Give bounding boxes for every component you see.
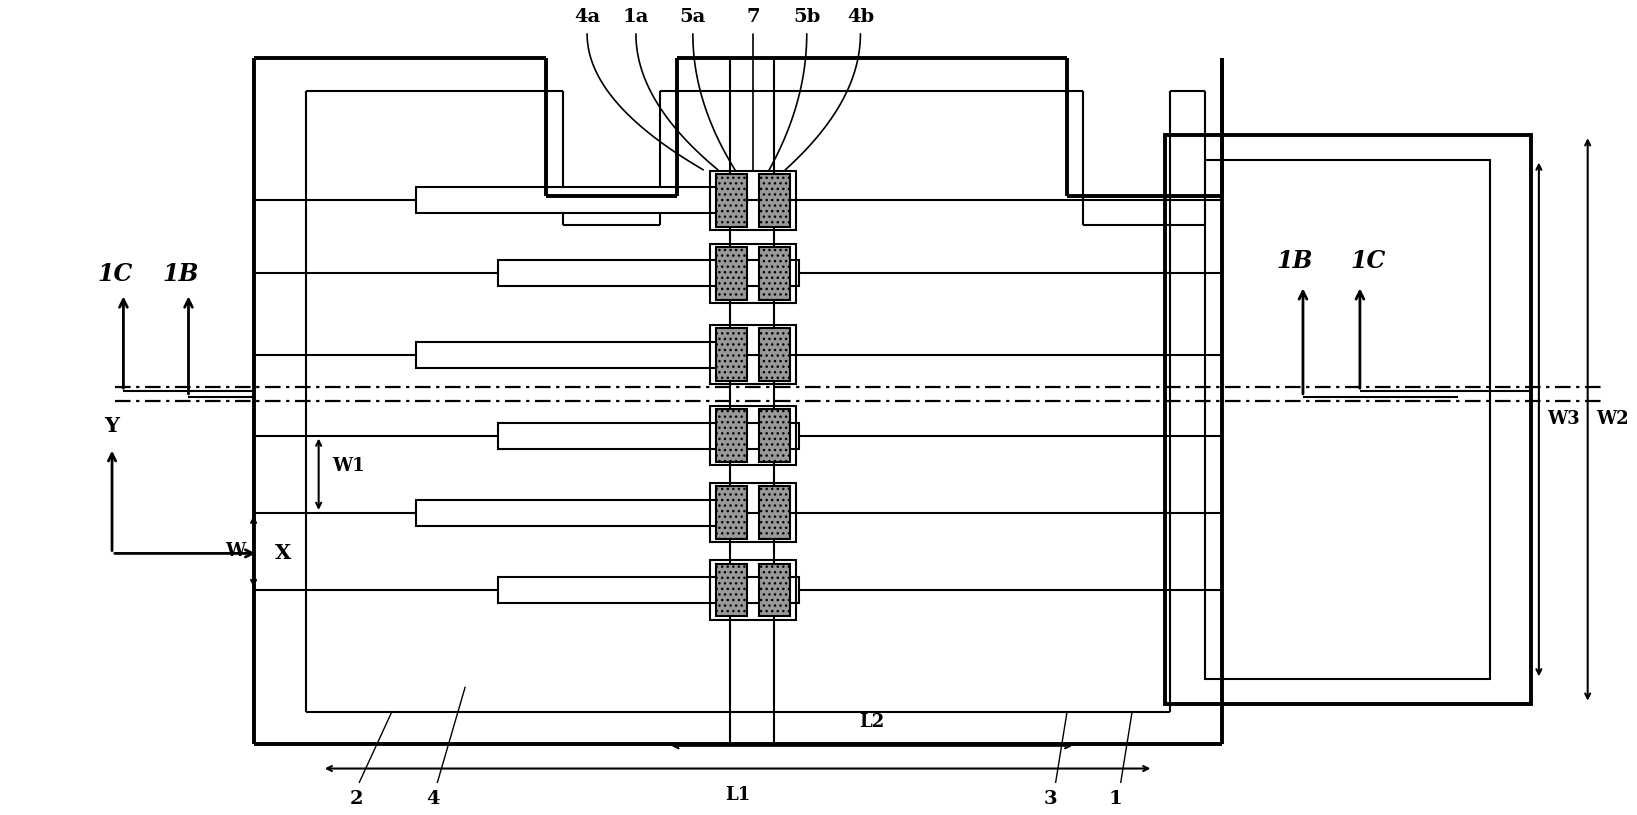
Text: W: W — [226, 542, 246, 561]
Text: X: X — [275, 544, 291, 563]
Bar — [416, 341, 717, 368]
Bar — [498, 577, 799, 603]
Bar — [710, 244, 796, 303]
Bar — [710, 406, 796, 465]
Text: 7: 7 — [746, 8, 760, 26]
Text: 1C: 1C — [1351, 249, 1385, 273]
Bar — [758, 174, 789, 227]
Text: L1: L1 — [725, 786, 750, 804]
Text: 4a: 4a — [575, 8, 601, 26]
Text: W3: W3 — [1547, 411, 1580, 429]
Bar — [498, 260, 799, 286]
Bar — [717, 409, 748, 462]
Bar — [717, 563, 748, 616]
Text: 2: 2 — [349, 791, 363, 808]
Bar — [498, 423, 799, 449]
Bar — [710, 170, 796, 230]
Text: 5a: 5a — [679, 8, 706, 26]
Bar — [758, 409, 789, 462]
Text: W2: W2 — [1596, 411, 1629, 429]
Text: 1B: 1B — [162, 262, 198, 285]
Bar — [758, 563, 789, 616]
Bar — [717, 247, 748, 300]
Bar — [1164, 135, 1531, 703]
Bar — [710, 560, 796, 619]
Bar — [710, 483, 796, 543]
Bar — [416, 500, 717, 526]
Bar — [416, 187, 717, 214]
Text: 4: 4 — [426, 791, 439, 808]
Bar — [1205, 160, 1490, 679]
Bar — [717, 174, 748, 227]
Text: 1: 1 — [1108, 791, 1123, 808]
Text: L2: L2 — [859, 713, 884, 731]
Text: 4b: 4b — [846, 8, 874, 26]
Text: 1a: 1a — [622, 8, 650, 26]
Bar — [717, 328, 748, 381]
Text: 1C: 1C — [98, 262, 133, 285]
Bar — [710, 325, 796, 384]
Bar — [717, 487, 748, 540]
Bar — [758, 328, 789, 381]
Text: Y: Y — [105, 416, 120, 436]
Bar — [758, 247, 789, 300]
Text: W1: W1 — [332, 457, 365, 475]
Bar — [758, 487, 789, 540]
Text: 1B: 1B — [1277, 249, 1313, 273]
Text: 3: 3 — [1044, 791, 1058, 808]
Text: 5b: 5b — [792, 8, 820, 26]
